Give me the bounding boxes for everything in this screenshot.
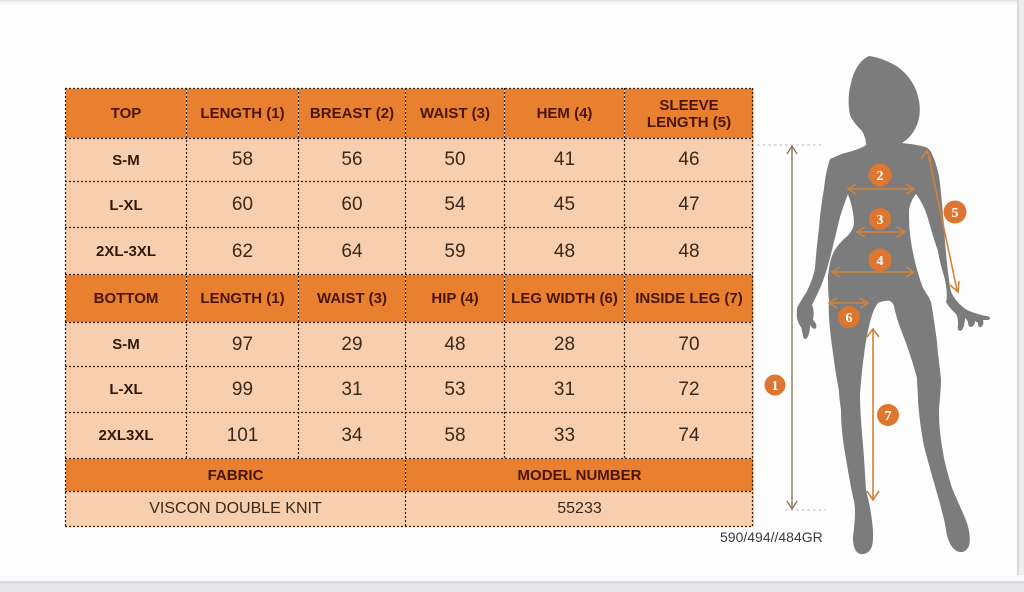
svg-text:3: 3 (877, 213, 884, 228)
svg-text:7: 7 (885, 409, 892, 424)
svg-text:5: 5 (952, 206, 959, 221)
svg-text:2: 2 (877, 169, 884, 184)
svg-text:6: 6 (846, 311, 853, 326)
svg-text:1: 1 (772, 379, 779, 394)
svg-text:4: 4 (877, 254, 884, 269)
